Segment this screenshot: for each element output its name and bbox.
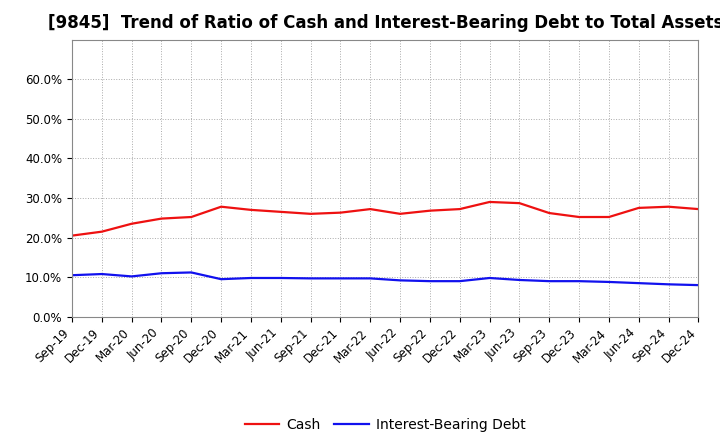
Interest-Bearing Debt: [306, 276, 315, 281]
Cash: [575, 214, 583, 220]
Cash: [276, 209, 285, 214]
Interest-Bearing Debt: [485, 275, 494, 281]
Interest-Bearing Debt: [575, 279, 583, 284]
Cash: [68, 233, 76, 238]
Title: [9845]  Trend of Ratio of Cash and Interest-Bearing Debt to Total Assets: [9845] Trend of Ratio of Cash and Intere…: [48, 15, 720, 33]
Cash: [366, 206, 374, 212]
Line: Cash: Cash: [72, 202, 698, 235]
Interest-Bearing Debt: [634, 281, 643, 286]
Cash: [306, 211, 315, 216]
Interest-Bearing Debt: [426, 279, 434, 284]
Interest-Bearing Debt: [605, 279, 613, 285]
Cash: [247, 207, 256, 213]
Cash: [127, 221, 136, 226]
Interest-Bearing Debt: [68, 272, 76, 278]
Cash: [157, 216, 166, 221]
Interest-Bearing Debt: [247, 275, 256, 281]
Interest-Bearing Debt: [187, 270, 196, 275]
Cash: [515, 201, 523, 206]
Interest-Bearing Debt: [336, 276, 345, 281]
Cash: [456, 206, 464, 212]
Interest-Bearing Debt: [127, 274, 136, 279]
Cash: [187, 214, 196, 220]
Interest-Bearing Debt: [366, 276, 374, 281]
Cash: [665, 204, 673, 209]
Interest-Bearing Debt: [665, 282, 673, 287]
Cash: [426, 208, 434, 213]
Line: Interest-Bearing Debt: Interest-Bearing Debt: [72, 272, 698, 285]
Interest-Bearing Debt: [694, 282, 703, 288]
Interest-Bearing Debt: [456, 279, 464, 284]
Interest-Bearing Debt: [276, 275, 285, 281]
Interest-Bearing Debt: [545, 279, 554, 284]
Cash: [485, 199, 494, 205]
Cash: [605, 214, 613, 220]
Cash: [217, 204, 225, 209]
Interest-Bearing Debt: [515, 277, 523, 282]
Interest-Bearing Debt: [396, 278, 405, 283]
Cash: [336, 210, 345, 215]
Cash: [694, 206, 703, 212]
Interest-Bearing Debt: [97, 271, 106, 277]
Cash: [396, 211, 405, 216]
Interest-Bearing Debt: [217, 276, 225, 282]
Legend: Cash, Interest-Bearing Debt: Cash, Interest-Bearing Debt: [239, 412, 531, 437]
Cash: [634, 205, 643, 210]
Interest-Bearing Debt: [157, 271, 166, 276]
Cash: [545, 210, 554, 216]
Cash: [97, 229, 106, 234]
